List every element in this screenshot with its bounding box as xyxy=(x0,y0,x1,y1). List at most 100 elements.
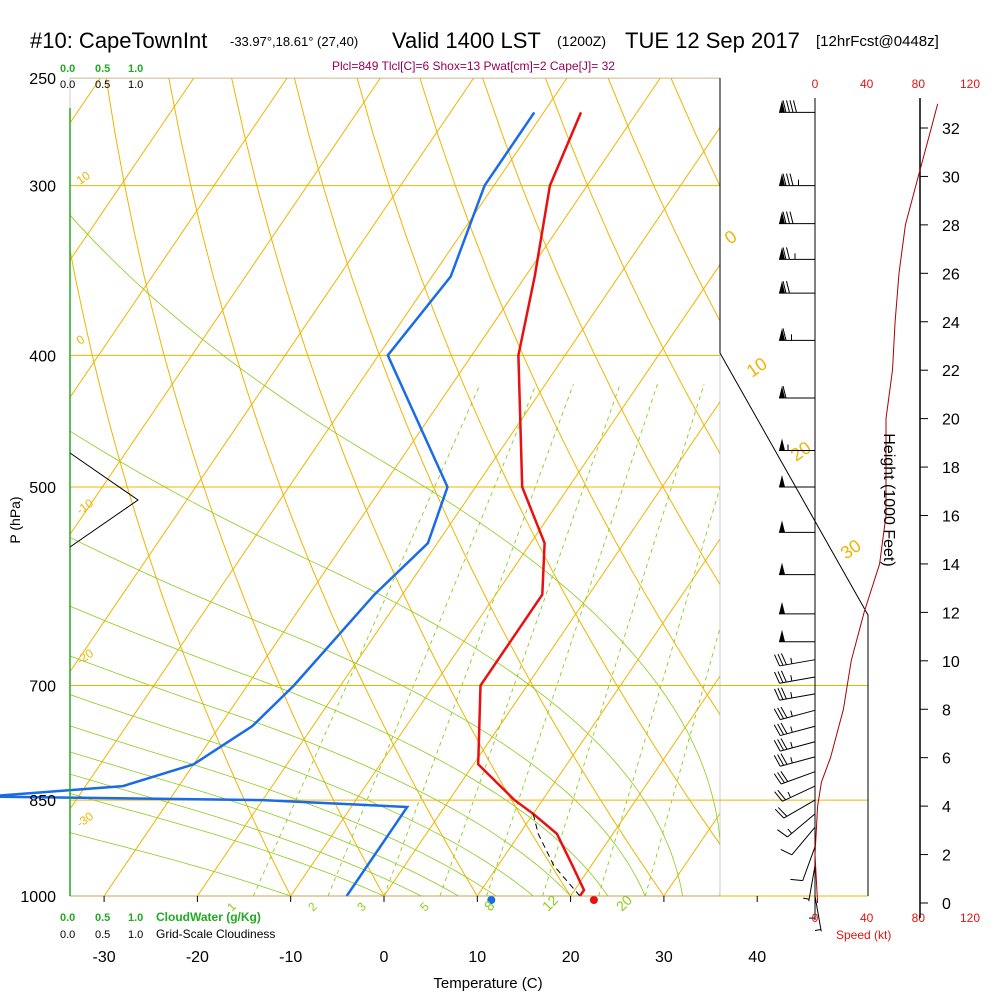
y-axis-label: P (hPa) xyxy=(7,496,23,543)
mixing-ratio-line xyxy=(327,383,537,896)
wind-barb xyxy=(779,601,815,615)
pressure-tick-label: 250 xyxy=(29,71,56,88)
isotherm-label: 0 xyxy=(721,226,741,248)
cloud-water-tick-bottom: 0.0 xyxy=(60,912,75,924)
pressure-tick-label: 1000 xyxy=(20,889,56,906)
station-coords: -33.97°,18.61° (27,40) xyxy=(230,34,358,49)
mixing-ratio-line xyxy=(383,383,574,896)
isotherm-line xyxy=(476,538,720,896)
pressure-tick-label: 400 xyxy=(29,348,56,365)
cloudiness-tick-top: 1.0 xyxy=(128,79,143,91)
moist-adiabat xyxy=(70,694,534,896)
mixing-ratio-line xyxy=(542,383,705,896)
isotherm-line xyxy=(383,400,720,896)
wind-barb xyxy=(774,687,816,701)
speed-height-profile xyxy=(814,103,939,904)
height-tick-label: 22 xyxy=(942,363,960,380)
wind-barb xyxy=(779,173,815,187)
height-tick-label: 8 xyxy=(942,702,951,719)
pressure-tick-label: 500 xyxy=(29,480,56,497)
wind-barb xyxy=(779,520,815,533)
isotherm-line xyxy=(0,78,7,896)
height-tick-label: 4 xyxy=(942,799,951,816)
parcel-profile xyxy=(532,813,581,897)
moist-adiabat xyxy=(70,751,459,896)
isotherm-label: 30 xyxy=(837,535,865,563)
temperature-tick-label: 10 xyxy=(468,949,486,966)
speed-tick-bottom: 0 xyxy=(812,911,819,925)
dry-adiabat xyxy=(985,78,1000,896)
diagram-grid xyxy=(0,78,1000,896)
height-tick-label: 20 xyxy=(942,412,960,429)
height-panel: 0040408080120120024681012141618202224262… xyxy=(812,77,981,925)
wind-barb xyxy=(780,826,816,856)
mixing-ratio-label: 20 xyxy=(613,892,635,914)
isotherm-line xyxy=(70,78,381,536)
mixing-ratio-label: 5 xyxy=(417,899,432,914)
dry-adiabat xyxy=(482,78,720,586)
barb-region-edge xyxy=(719,78,869,896)
mixing-ratio-line xyxy=(252,383,481,896)
temperature-tick-label: -20 xyxy=(186,949,209,966)
cloud-water-tick-top: 1.0 xyxy=(128,63,143,75)
speed-tick-bottom: 120 xyxy=(960,911,980,925)
mixing-ratio-line xyxy=(644,626,720,896)
cloud-water-tick-bottom: 1.0 xyxy=(128,912,143,924)
wind-barb xyxy=(779,629,815,643)
wind-barb xyxy=(774,670,816,684)
temperature-tick-label: 0 xyxy=(380,949,389,966)
wind-barb xyxy=(773,771,816,785)
speed-tick-top: 40 xyxy=(860,77,874,91)
temperature-profile xyxy=(476,111,586,897)
pressure-tick-label: 850 xyxy=(29,793,56,810)
wind-barb xyxy=(803,865,816,902)
wind-barbs xyxy=(773,100,822,932)
isotherm-label: -30 xyxy=(74,809,97,831)
temperature-tick-label: -30 xyxy=(93,949,116,966)
wind-barb xyxy=(774,785,816,802)
height-tick-label: 24 xyxy=(942,315,960,332)
height-tick-label: 30 xyxy=(942,169,960,186)
dry-adiabat xyxy=(356,78,720,846)
wind-barb xyxy=(773,722,816,737)
wind-barb xyxy=(779,385,815,399)
wind-barb xyxy=(773,753,816,767)
height-tick-label: 14 xyxy=(942,557,960,574)
cloud-water-tick-bottom: 0.5 xyxy=(95,912,110,924)
height-tick-label: 6 xyxy=(942,751,951,768)
station-title: #10: CapeTownInt xyxy=(30,28,207,53)
speed-tick-top: 0 xyxy=(812,77,819,91)
isotherm-label: 10 xyxy=(74,168,93,187)
cloudiness-tick-top: 0.5 xyxy=(95,79,110,91)
height-tick-label: 10 xyxy=(942,654,960,671)
dry-adiabat xyxy=(293,78,665,896)
surface-dewpoint-marker xyxy=(487,896,496,904)
moist-adiabat xyxy=(70,773,422,896)
cloudiness-tick-top: 0.0 xyxy=(60,79,75,91)
height-tick-label: 2 xyxy=(942,848,951,865)
mixing-ratio-label: 3 xyxy=(354,899,369,914)
dewpoint-profile xyxy=(0,111,536,897)
wind-barb xyxy=(814,895,822,932)
height-tick-label: 18 xyxy=(942,460,960,477)
dry-adiabat xyxy=(168,78,478,896)
wind-barb xyxy=(777,813,816,838)
dry-adiabat xyxy=(607,78,720,322)
valid-zulu: (1200Z) xyxy=(557,33,606,49)
isotherm-label: -10 xyxy=(74,496,97,518)
dry-adiabat xyxy=(70,247,292,896)
moist-adiabat xyxy=(70,792,385,896)
height-axis-label: Height (1000 Feet) xyxy=(880,433,897,566)
isotherm-label: 10 xyxy=(743,353,771,381)
dry-adiabat xyxy=(544,78,720,455)
cloudiness-marker xyxy=(69,452,139,548)
wind-barb xyxy=(779,438,815,451)
cloud-water-tick-top: 0.5 xyxy=(95,63,110,75)
isotherm-label: 0 xyxy=(74,332,88,347)
wind-barb xyxy=(774,653,816,667)
height-tick-label: 26 xyxy=(942,266,960,283)
dry-adiabat xyxy=(419,78,720,716)
isotherm-line xyxy=(70,78,288,399)
